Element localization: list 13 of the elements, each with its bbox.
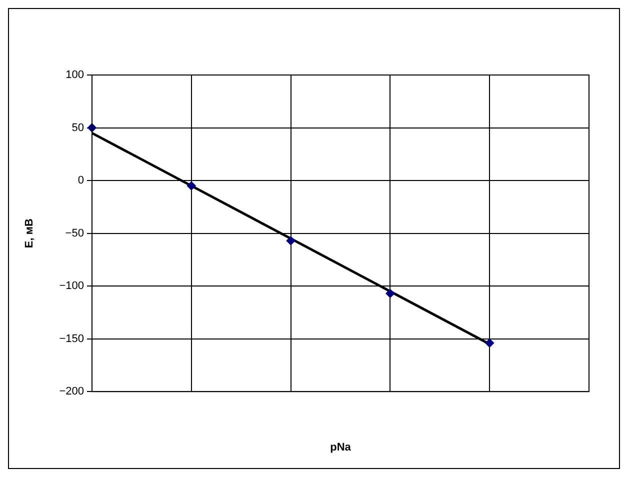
y-tick-label: −150 xyxy=(59,332,84,345)
point xyxy=(386,288,395,298)
point xyxy=(485,338,494,348)
y-tick-label: 100 xyxy=(66,69,84,82)
point xyxy=(286,236,296,246)
y-tick-label: −100 xyxy=(59,280,84,292)
y-tick-label: 0 xyxy=(78,174,84,187)
point xyxy=(186,181,196,190)
y-tick-label: −50 xyxy=(65,227,84,240)
y-tick-label: −200 xyxy=(59,386,84,398)
y-tick-label: 50 xyxy=(72,122,84,134)
x-axis-title: pNa xyxy=(330,441,352,454)
y-axis-title: E, мВ xyxy=(24,218,36,248)
